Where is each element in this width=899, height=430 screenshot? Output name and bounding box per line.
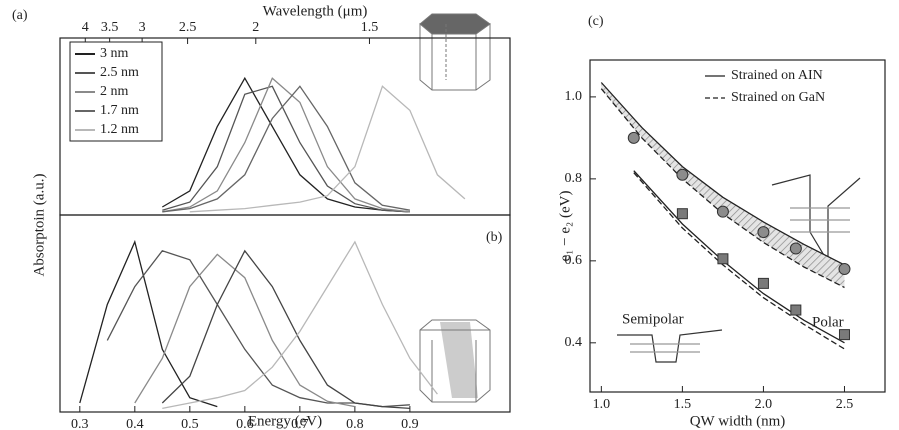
marker bbox=[716, 205, 729, 218]
x2-tick-label: 2.5 bbox=[179, 20, 197, 35]
y-axis-label: Absorptoin (a.u.) bbox=[31, 174, 47, 277]
data-line bbox=[633, 170, 845, 344]
crystal-icon bbox=[419, 13, 491, 91]
data-line bbox=[633, 172, 845, 350]
plot-frame bbox=[59, 214, 511, 413]
x-axis-label: QW width (nm) bbox=[690, 413, 786, 429]
x-tick-label: 2.5 bbox=[836, 397, 854, 412]
marker bbox=[757, 226, 770, 239]
data-line bbox=[162, 77, 410, 213]
x-tick-label: 0.7 bbox=[291, 417, 309, 430]
marker bbox=[838, 329, 850, 341]
marker bbox=[676, 208, 688, 220]
x2-tick-label: 2 bbox=[252, 20, 259, 35]
y-tick-label: 0.4 bbox=[565, 335, 583, 350]
legend-label: 1.7 nm bbox=[100, 103, 139, 118]
data-line bbox=[600, 82, 845, 266]
x-tick-label: 0.3 bbox=[71, 417, 89, 430]
x2-tick-label: 3 bbox=[139, 20, 146, 35]
x-tick-label: 0.4 bbox=[126, 417, 144, 430]
marker bbox=[790, 304, 802, 316]
data-line bbox=[134, 253, 356, 408]
y-tick-label: 0.6 bbox=[565, 253, 583, 268]
data-line bbox=[79, 239, 218, 408]
annotation: Semipolar bbox=[622, 311, 684, 327]
data-line bbox=[162, 85, 410, 213]
panel-label: (b) bbox=[486, 230, 503, 245]
annotation: Polar bbox=[812, 314, 844, 330]
x-tick-label: 0.9 bbox=[401, 417, 419, 430]
x-tick-label: 0.5 bbox=[181, 417, 199, 430]
legend-label: 2 nm bbox=[100, 84, 129, 99]
crystal-icon bbox=[419, 319, 491, 403]
x2-tick-label: 1.5 bbox=[361, 20, 379, 35]
marker bbox=[789, 242, 802, 255]
x2-tick-label: 3.5 bbox=[101, 20, 119, 35]
y-tick-label: 1.0 bbox=[565, 89, 583, 104]
legend-label: Strained on AIN bbox=[731, 68, 823, 83]
panel-label: (c) bbox=[588, 14, 604, 29]
x-tick-label: 0.6 bbox=[236, 417, 254, 430]
x-tick-label: 1.5 bbox=[674, 397, 692, 412]
x-tick-label: 0.8 bbox=[346, 417, 364, 430]
marker bbox=[838, 263, 851, 276]
data-line bbox=[161, 76, 410, 213]
data-line bbox=[106, 250, 410, 408]
data-line bbox=[161, 249, 410, 410]
x-tick-label: 2.0 bbox=[755, 397, 773, 412]
legend-label: 1.2 nm bbox=[100, 122, 139, 137]
marker bbox=[757, 277, 769, 289]
marker bbox=[717, 253, 729, 265]
x-tick-label: 1.0 bbox=[593, 397, 611, 412]
well-sketch bbox=[617, 174, 861, 363]
plot-frame bbox=[589, 59, 886, 393]
legend-label: 3 nm bbox=[100, 46, 129, 61]
shaded-band bbox=[601, 82, 845, 288]
legend-label: 2.5 nm bbox=[100, 65, 139, 80]
data-line bbox=[189, 85, 466, 213]
panel-label: (a) bbox=[12, 8, 28, 23]
marker bbox=[676, 168, 689, 181]
y-tick-label: 0.8 bbox=[565, 171, 583, 186]
y-axis-label: e₁ − e₂ (eV) bbox=[557, 191, 573, 262]
legend-label: Strained on GaN bbox=[731, 90, 825, 105]
marker bbox=[627, 131, 640, 144]
x2-axis-label: Wavelength (μm) bbox=[263, 3, 368, 19]
x2-tick-label: 4 bbox=[82, 20, 89, 35]
data-line bbox=[162, 85, 411, 213]
data-line bbox=[162, 240, 438, 410]
x-axis-label: Energy (eV) bbox=[248, 413, 322, 429]
